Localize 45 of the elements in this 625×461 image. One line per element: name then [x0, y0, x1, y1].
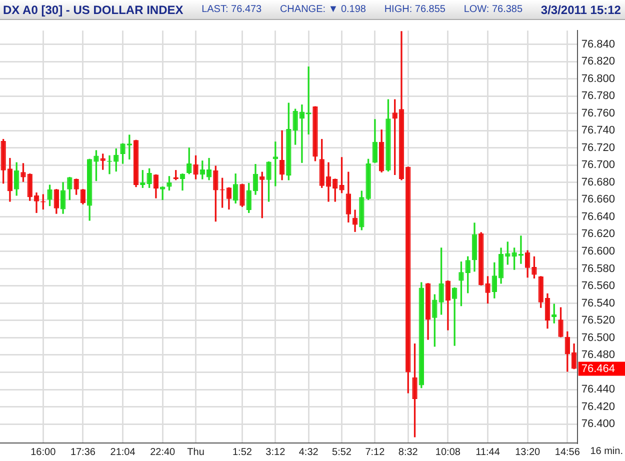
- x-tick-label: 11:44: [476, 446, 500, 458]
- y-tick-label: 76.620: [581, 228, 616, 240]
- y-tick-label: 76.600: [581, 246, 616, 258]
- text: LOW: 76.385: [464, 4, 523, 15]
- x-tick-label: 4:32: [298, 446, 319, 458]
- x-tick-label: 3:12: [266, 446, 286, 458]
- x-tick-label: Thu: [187, 446, 204, 458]
- x-tick-label: 17:36: [70, 446, 96, 458]
- x-tick-label: 13:20: [515, 446, 541, 458]
- x-tick-label: 1:52: [232, 446, 252, 458]
- x-tick-label: 22:40: [150, 446, 176, 458]
- y-tick-label: 76.820: [581, 56, 616, 68]
- y-tick-label: 76.580: [581, 262, 616, 275]
- text: LAST: 76.473: [202, 4, 262, 15]
- y-tick-label: 76.480: [581, 349, 616, 362]
- y-tick-label: 76.400: [581, 418, 616, 430]
- y-tick-label: 76.840: [581, 38, 616, 50]
- text: 76.464: [581, 362, 616, 375]
- x-tick-label: 8:32: [398, 446, 418, 458]
- y-tick-label: 76.500: [581, 332, 616, 344]
- y-tick-label: 76.740: [581, 124, 616, 137]
- x-tick-label: 21:04: [110, 446, 136, 458]
- y-tick-label: 76.760: [581, 107, 616, 120]
- x-tick-label: 14:56: [554, 446, 580, 458]
- y-tick-label: 76.640: [581, 210, 616, 223]
- y-tick-label: 76.720: [581, 142, 616, 154]
- text: 3/3/2011 15:12: [540, 2, 621, 16]
- y-tick-label: 76.540: [581, 297, 616, 310]
- text: HIGH: 76.855: [384, 4, 446, 15]
- y-tick-label: 76.800: [581, 72, 616, 85]
- y-tick-label: 76.560: [581, 280, 616, 292]
- y-tick-label: 76.780: [581, 90, 616, 102]
- x-tick-label: 16:00: [30, 446, 56, 458]
- chart-title: DX A0 [30] - US DOLLAR INDEX: [3, 2, 184, 16]
- y-tick-label: 76.440: [581, 384, 616, 396]
- y-tick-label: 76.520: [581, 314, 616, 327]
- x-tick-label: 7:12: [365, 446, 386, 458]
- x-tick-label: 10:08: [435, 446, 461, 458]
- text: CHANGE: ▼ 0.198: [280, 4, 366, 15]
- y-tick-label: 76.660: [581, 194, 616, 206]
- y-tick-label: 76.420: [581, 400, 616, 413]
- y-tick-label: 76.680: [581, 176, 616, 188]
- x-axis-title: 16 min.: [590, 446, 623, 457]
- x-tick-label: 5:52: [332, 446, 352, 458]
- y-tick-label: 76.700: [581, 159, 616, 172]
